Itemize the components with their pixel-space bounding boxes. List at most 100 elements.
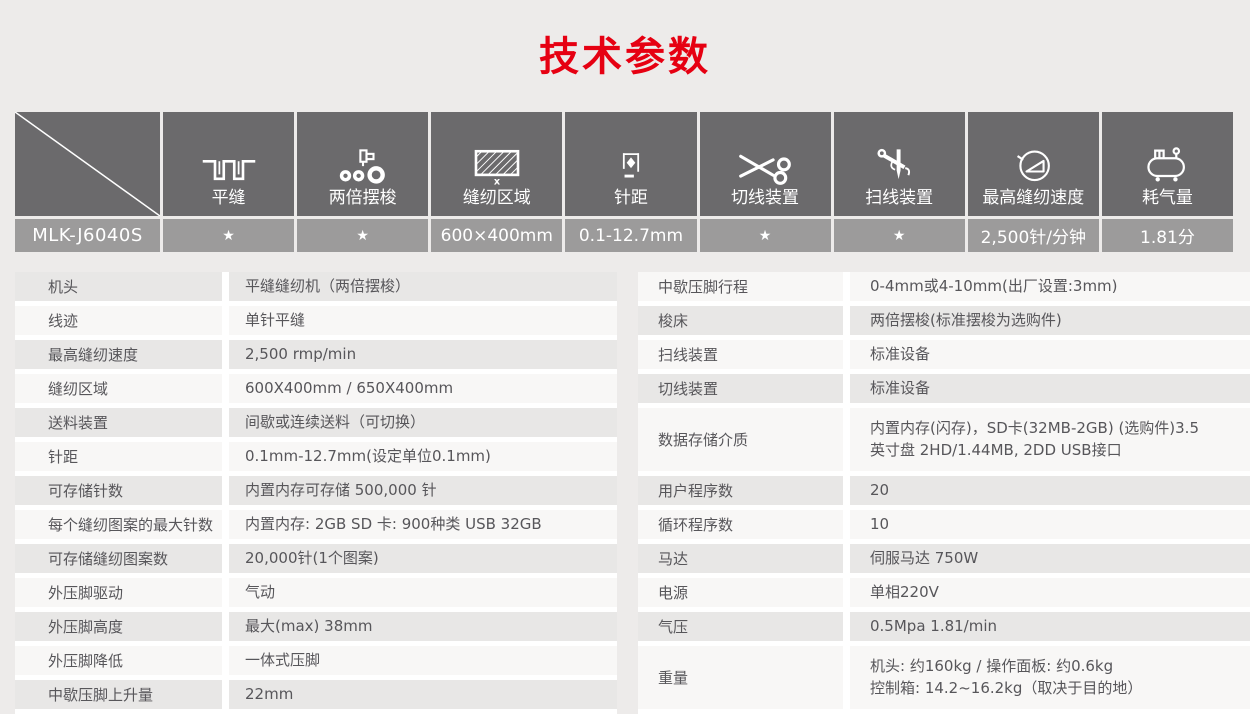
feature-cell-thread-wiper: 扫线装置 <box>833 112 965 216</box>
spec-row: 重量 机头: 约160kg / 操作面板: 约0.6kg 控制箱: 14.2~16… <box>638 646 1250 709</box>
spec-row: 机头 平缝缝纫机（两倍摆梭） <box>15 272 617 301</box>
spec-table-right: 中歇压脚行程 0-4mm或4-10mm(出厂设置:3mm) 梭床 两倍摆梭(标准摆梭为… <box>638 272 1250 714</box>
spec-row: 送料装置 间歇或连续送料（可切换） <box>15 408 617 437</box>
spec-label: 切线装置 <box>638 374 843 403</box>
spec-row: 气压 0.5Mpa 1.81/min <box>638 612 1250 641</box>
spec-value: 20,000针(1个图案) <box>229 544 617 573</box>
sewing-area-icon: x <box>469 148 525 186</box>
spec-value: 内置内存可存储 500,000 针 <box>229 476 617 505</box>
thread-wiper-icon <box>874 144 924 186</box>
spec-label: 可存储针数 <box>15 476 222 505</box>
feature-table: 平缝 两倍摆梭 x 缝纫区域 针距 切线装置 扫线装置 最高缝纫速度 耗气量 MLK-J6040… <box>15 112 1233 252</box>
spec-value: 平缝缝纫机（两倍摆梭） <box>229 272 617 301</box>
feature-value: ★ <box>297 219 429 252</box>
spec-label: 送料装置 <box>15 408 222 437</box>
svg-text:x: x <box>494 177 501 187</box>
spec-value: 两倍摆梭(标准摆梭为选购件) <box>850 306 1250 335</box>
spec-label: 线迹 <box>15 306 222 335</box>
spec-label: 循环程序数 <box>638 510 843 539</box>
feature-cell-double-shuttle: 两倍摆梭 <box>297 112 429 216</box>
spec-value: 0.5Mpa 1.81/min <box>850 612 1250 641</box>
feature-value: ★ <box>699 219 831 252</box>
spec-value: 标准设备 <box>850 340 1250 369</box>
spec-value: 10 <box>850 510 1250 539</box>
page-title: 技术参数 <box>539 34 711 80</box>
spec-label: 梭床 <box>638 306 843 335</box>
spec-label: 缝纫区域 <box>15 374 222 403</box>
spec-value: 伺服马达 750W <box>850 544 1250 573</box>
feature-cell-sewing-area: x 缝纫区域 <box>431 112 563 216</box>
spec-label: 数据存储介质 <box>638 408 843 471</box>
spec-label: 扫线装置 <box>638 340 843 369</box>
spec-label: 气压 <box>638 612 843 641</box>
spec-label: 外压脚驱动 <box>15 578 222 607</box>
spec-row: 循环程序数 10 <box>638 510 1250 539</box>
spec-row: 中歇压脚上升量 22mm <box>15 680 617 709</box>
spec-row: 马达 伺服马达 750W <box>638 544 1250 573</box>
spec-label: 可存储缝纫图案数 <box>15 544 222 573</box>
max-speed-icon <box>1007 144 1059 186</box>
spec-row: 外压脚驱动 气动 <box>15 578 617 607</box>
feature-value: 600×400mm <box>431 219 563 252</box>
spec-value: 一体式压脚 <box>229 646 617 675</box>
spec-row: 电源 单相220V <box>638 578 1250 607</box>
feature-label: 切线装置 <box>731 188 800 209</box>
feature-cell-stitch-pitch: 针距 <box>565 112 697 216</box>
spec-label: 马达 <box>638 544 843 573</box>
double-shuttle-icon <box>335 148 391 186</box>
feature-cell-thread-trimmer: 切线装置 <box>699 112 831 216</box>
feature-value: 1.81分 <box>1101 219 1233 252</box>
feature-label: 扫线装置 <box>865 188 934 209</box>
feature-cell-flat-seam: 平缝 <box>163 112 295 216</box>
spec-row: 中歇压脚行程 0-4mm或4-10mm(出厂设置:3mm) <box>638 272 1250 301</box>
spec-label: 重量 <box>638 646 843 709</box>
spec-value: 600X400mm / 650X400mm <box>229 374 617 403</box>
feature-label: 缝纫区域 <box>462 188 531 209</box>
spec-value: 内置内存(闪存)，SD卡(32MB-2GB) (选购件)3.5 英寸盘 2HD/… <box>850 408 1250 471</box>
spec-value: 0.1mm-12.7mm(设定单位0.1mm) <box>229 442 617 471</box>
spec-value: 0-4mm或4-10mm(出厂设置:3mm) <box>850 272 1250 301</box>
spec-value: 22mm <box>229 680 617 709</box>
air-consumption-icon <box>1140 144 1194 186</box>
spec-row: 针距 0.1mm-12.7mm(设定单位0.1mm) <box>15 442 617 471</box>
feature-label: 针距 <box>613 188 648 209</box>
thread-trimmer-icon <box>736 150 794 186</box>
spec-row: 最高缝纫速度 2,500 rmp/min <box>15 340 617 369</box>
spec-label: 每个缝纫图案的最大针数 <box>15 510 222 539</box>
spec-label: 外压脚高度 <box>15 612 222 641</box>
feature-value: 2,500针/分钟 <box>967 219 1099 252</box>
stitch-pitch-icon <box>608 146 654 186</box>
spec-label: 电源 <box>638 578 843 607</box>
spec-row: 数据存储介质 内置内存(闪存)，SD卡(32MB-2GB) (选购件)3.5 英寸… <box>638 408 1250 471</box>
diagonal-line <box>15 112 160 216</box>
feature-value-row: MLK-J6040S ★ ★ 600×400mm 0.1-12.7mm ★ ★ 2,500针… <box>15 219 1233 252</box>
spec-value: 单针平缝 <box>229 306 617 335</box>
spec-label: 最高缝纫速度 <box>15 340 222 369</box>
spec-value: 单相220V <box>850 578 1250 607</box>
spec-label: 针距 <box>15 442 222 471</box>
spec-row: 每个缝纫图案的最大针数 内置内存: 2GB SD 卡: 900种类 USB 32G… <box>15 510 617 539</box>
feature-value: 0.1-12.7mm <box>565 219 697 252</box>
model-name: MLK-J6040S <box>15 219 160 252</box>
spec-row: 可存储缝纫图案数 20,000针(1个图案) <box>15 544 617 573</box>
feature-label: 最高缝纫速度 <box>982 188 1085 209</box>
spec-row: 用户程序数 20 <box>638 476 1250 505</box>
spec-row: 线迹 单针平缝 <box>15 306 617 335</box>
spec-row: 扫线装置 标准设备 <box>638 340 1250 369</box>
feature-label: 耗气量 <box>1141 188 1193 209</box>
spec-table-left: 机头 平缝缝纫机（两倍摆梭） 线迹 单针平缝 最高缝纫速度 2,500 rmp/min 缝纫… <box>15 272 617 714</box>
spec-value: 2,500 rmp/min <box>229 340 617 369</box>
spec-row: 外压脚降低 一体式压脚 <box>15 646 617 675</box>
spec-label: 中歇压脚上升量 <box>15 680 222 709</box>
spec-row: 缝纫区域 600X400mm / 650X400mm <box>15 374 617 403</box>
spec-value: 最大(max) 38mm <box>229 612 617 641</box>
feature-cell-air-consumption: 耗气量 <box>1101 112 1233 216</box>
spec-value: 气动 <box>229 578 617 607</box>
spec-value: 间歇或连续送料（可切换） <box>229 408 617 437</box>
spec-value: 机头: 约160kg / 操作面板: 约0.6kg 控制箱: 14.2~16.2… <box>850 646 1250 709</box>
spec-row: 切线装置 标准设备 <box>638 374 1250 403</box>
spec-label: 用户程序数 <box>638 476 843 505</box>
feature-value: ★ <box>833 219 965 252</box>
spec-row: 外压脚高度 最大(max) 38mm <box>15 612 617 641</box>
